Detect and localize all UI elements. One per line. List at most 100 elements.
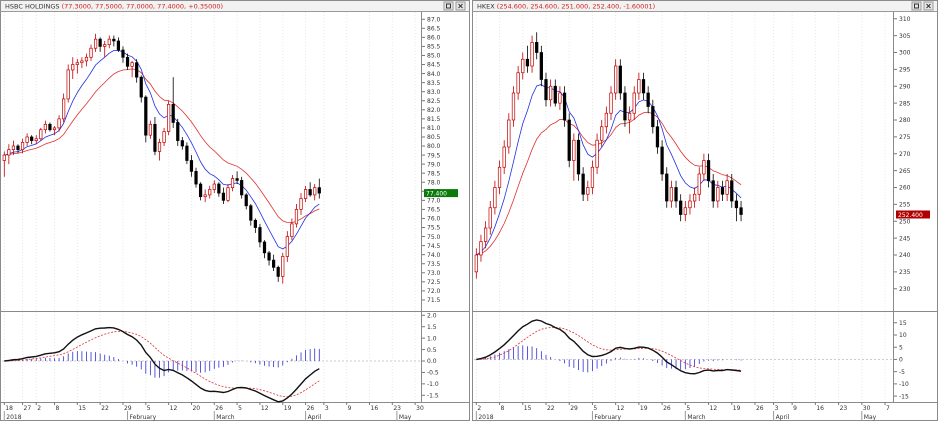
price-tick-label: 84.5 bbox=[427, 62, 441, 69]
candle bbox=[511, 86, 516, 127]
x-tick-label: 23 bbox=[393, 405, 401, 412]
candle bbox=[623, 86, 627, 127]
price-tick-label: 76.0 bbox=[427, 216, 441, 223]
macd-tick-label: 0.5 bbox=[427, 347, 437, 354]
candle bbox=[609, 86, 613, 120]
candle-body bbox=[212, 183, 216, 190]
macd-tick-label: -0.5 bbox=[427, 370, 439, 377]
candle bbox=[544, 72, 548, 107]
price-tick-label: 83.0 bbox=[427, 89, 441, 96]
candle bbox=[112, 35, 116, 47]
candle-body bbox=[185, 145, 189, 161]
candle bbox=[679, 194, 683, 222]
candle bbox=[299, 193, 303, 215]
macd-tick-label: 1.0 bbox=[427, 335, 437, 342]
price-tick-label: 78.0 bbox=[427, 179, 441, 186]
macd-tick-label: 1.5 bbox=[427, 324, 437, 331]
x-tick-label: 18 bbox=[5, 405, 13, 412]
candle-body bbox=[171, 104, 175, 123]
candle bbox=[226, 184, 230, 203]
x-tick-label: 12 bbox=[261, 405, 269, 412]
candle bbox=[135, 59, 139, 83]
x-tick-label: 23 bbox=[840, 405, 848, 412]
candle-body bbox=[586, 187, 590, 195]
candle-body bbox=[730, 180, 734, 202]
candle bbox=[711, 174, 715, 208]
candle-body bbox=[130, 62, 134, 67]
price-tick-label: 87.0 bbox=[427, 16, 441, 23]
candle bbox=[167, 100, 171, 136]
candle-body bbox=[244, 194, 248, 207]
candle-body bbox=[669, 187, 674, 202]
candle bbox=[189, 155, 194, 177]
price-tick-label: 250 bbox=[899, 218, 911, 225]
candle bbox=[121, 46, 125, 63]
candle bbox=[240, 176, 244, 199]
candle bbox=[688, 194, 692, 215]
candle bbox=[176, 118, 180, 147]
macd-tick-label: -15 bbox=[899, 393, 909, 400]
candle bbox=[180, 136, 184, 150]
candle-body bbox=[706, 160, 711, 182]
macd-tick-label: 2.0 bbox=[427, 312, 437, 319]
candle-body bbox=[711, 180, 715, 202]
price-tick-label: 285 bbox=[899, 100, 911, 107]
last-price-label: 252.400 bbox=[898, 212, 923, 219]
candle bbox=[139, 75, 143, 103]
month-label: March bbox=[216, 414, 234, 421]
candle-body bbox=[75, 62, 79, 65]
candle bbox=[549, 79, 553, 107]
x-tick-label: 12 bbox=[710, 405, 718, 412]
x-tick-label: 5 bbox=[238, 405, 242, 412]
candle bbox=[618, 59, 622, 100]
candle bbox=[253, 218, 257, 233]
candle bbox=[43, 120, 47, 134]
candle bbox=[93, 33, 98, 52]
macd-signal-line bbox=[4, 330, 320, 398]
restore-button[interactable] bbox=[443, 1, 454, 11]
candle bbox=[125, 53, 130, 70]
candle bbox=[148, 120, 152, 139]
candle-body bbox=[107, 38, 111, 45]
month-label: May bbox=[399, 414, 412, 421]
price-tick-label: 86.0 bbox=[427, 35, 441, 42]
candle bbox=[39, 127, 43, 141]
restore-button[interactable] bbox=[911, 1, 922, 11]
candle bbox=[660, 140, 664, 181]
x-tick-label: 19 bbox=[640, 405, 648, 412]
candle-body bbox=[683, 207, 687, 215]
last-price-label: 77.400 bbox=[426, 190, 447, 197]
x-tick-label: 15 bbox=[524, 405, 532, 412]
x-tick-label: 20 bbox=[192, 405, 200, 412]
candle-body bbox=[572, 139, 576, 161]
candle bbox=[535, 32, 539, 60]
candle-body bbox=[739, 207, 743, 215]
candle-body bbox=[525, 58, 530, 67]
candle-body bbox=[646, 92, 650, 107]
x-tick-label: 8 bbox=[501, 405, 505, 412]
macd-tick-label: -1.5 bbox=[427, 392, 439, 399]
candle-body bbox=[511, 92, 516, 121]
candle bbox=[98, 37, 102, 52]
candle bbox=[272, 254, 276, 271]
candle bbox=[530, 35, 534, 73]
price-tick-label: 81.5 bbox=[427, 116, 441, 123]
candle-body bbox=[98, 38, 102, 47]
price-tick-label: 74.0 bbox=[427, 252, 441, 259]
candle-body bbox=[144, 96, 148, 136]
macd-line bbox=[4, 326, 320, 403]
candle-body bbox=[637, 79, 641, 94]
candle bbox=[2, 151, 6, 177]
candle-body bbox=[66, 69, 70, 100]
candle bbox=[285, 231, 289, 262]
candle bbox=[244, 193, 248, 210]
month-label: February bbox=[594, 414, 621, 421]
candle-body bbox=[604, 112, 608, 128]
candle-body bbox=[660, 146, 664, 175]
price-tick-label: 79.0 bbox=[427, 161, 441, 168]
ma-fast-line bbox=[476, 84, 742, 256]
candle bbox=[525, 45, 530, 73]
candle-body bbox=[294, 209, 299, 225]
x-tick-label: 12 bbox=[170, 405, 178, 412]
month-label: 2018 bbox=[6, 414, 21, 421]
